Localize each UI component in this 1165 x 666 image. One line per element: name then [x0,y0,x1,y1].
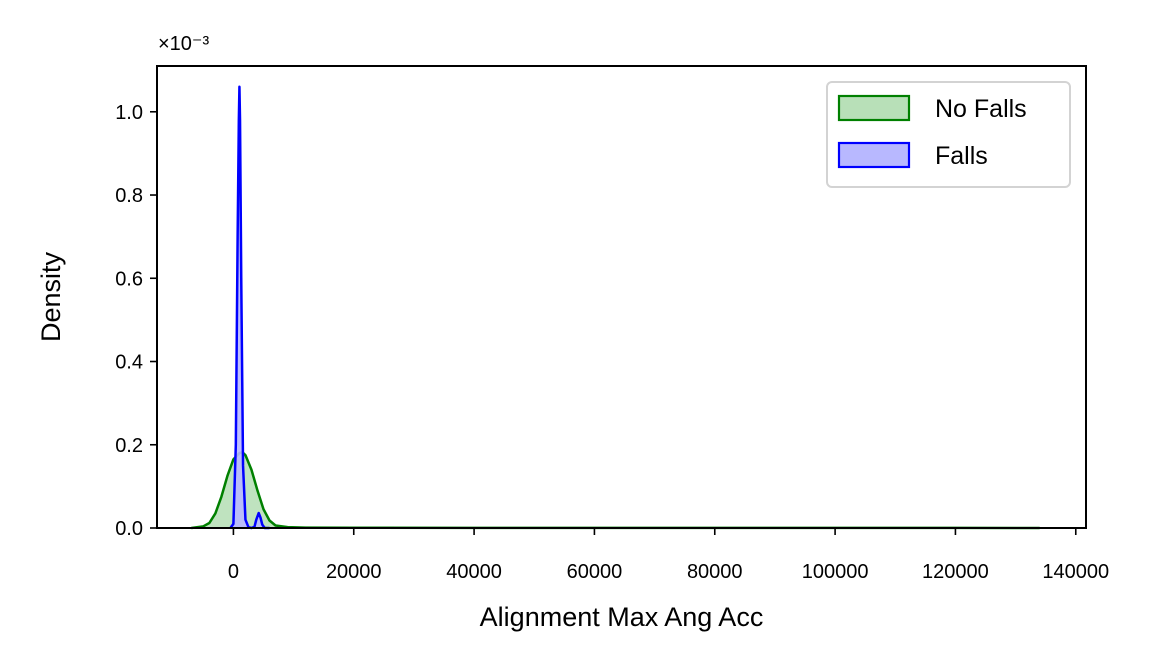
y-tick-label: 0.6 [115,268,143,290]
axes-frame [156,65,1087,529]
x-axis-ticks: 0 20000 40000 60000 80000 100000 120000 140000 [228,528,1109,583]
series-2-line [229,85,270,530]
x-tick-label: 100000 [802,561,869,583]
x-tick-label: 20000 [326,561,382,583]
legend-item: Falls [837,141,988,170]
legend-label: Falls [935,142,988,170]
x-tick-label: 120000 [922,561,989,583]
y-tick-label: 0.8 [115,185,143,207]
legend-label: No Falls [935,95,1027,123]
y-tick-label: 1.0 [115,102,143,124]
y-axis-label: Density [36,251,66,342]
y-tick-label: 0.4 [115,352,143,374]
y-tick-label: 0.2 [115,435,143,457]
legend-swatch [837,94,911,122]
x-tick-label: 40000 [446,561,502,583]
x-tick-label: 140000 [1042,561,1109,583]
legend-item: No Falls [837,94,1027,123]
y-tick-label: 0.0 [115,518,143,540]
x-tick-label: 0 [228,561,239,583]
y-axis-ticks: 0.0 0.2 0.4 0.6 0.8 1.0 [115,102,157,540]
legend-swatch [837,141,911,169]
x-tick-label: 80000 [687,561,743,583]
x-axis-label: Alignment Max Ang Acc [480,602,764,632]
legend: No Falls Falls [826,81,1071,188]
y-axis-offset-text: ×10⁻³ [158,33,209,55]
series-2 [229,85,270,530]
x-tick-label: 60000 [567,561,623,583]
